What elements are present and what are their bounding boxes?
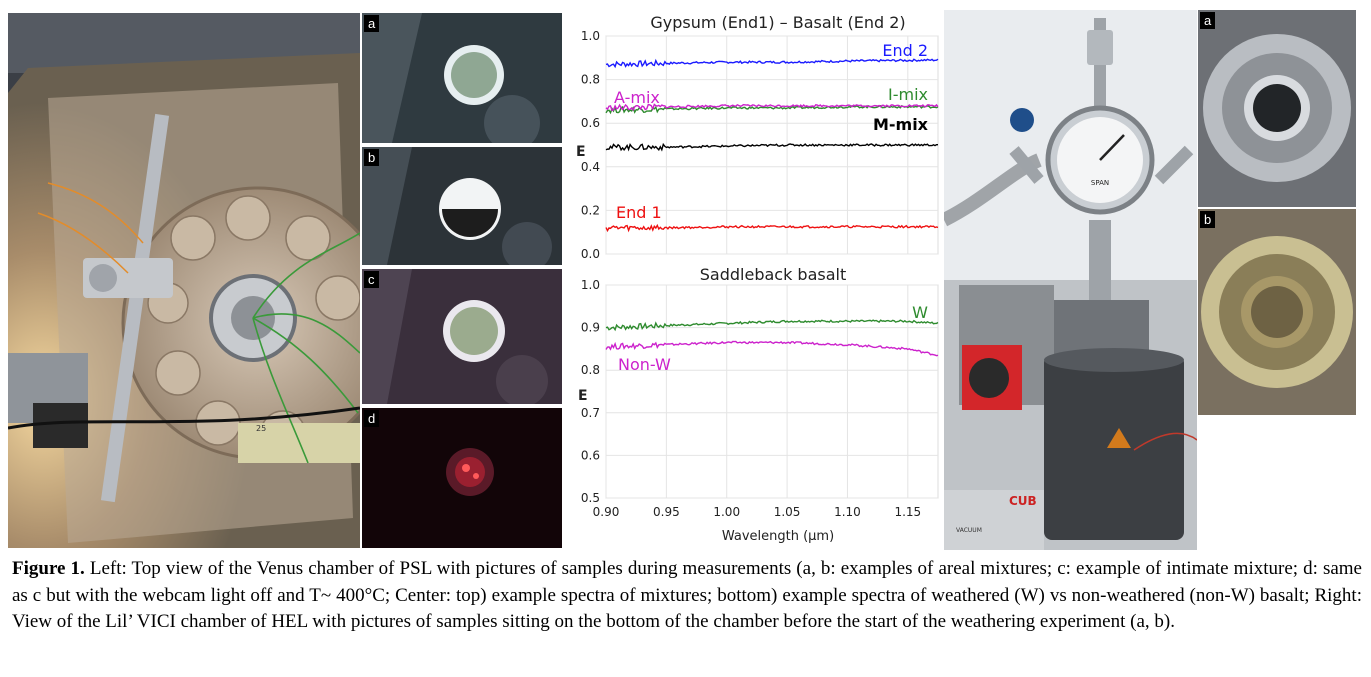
spectra-charts: Gypsum (End1) – Basalt (End 2) 0.0 0.2 0.4… — [566, 8, 940, 548]
chart1-lines — [605, 58, 939, 233]
series-label-i-mix: I-mix — [888, 85, 928, 104]
chamber-sample-photo-a: a — [1198, 10, 1356, 207]
chamber-photo-label-b: b — [1200, 211, 1216, 228]
sample-photo-c-illustration — [362, 269, 562, 404]
photo-label-b: b — [364, 149, 380, 166]
chart2-yticks: 0.5 0.6 0.7 0.8 0.9 1.0 — [581, 278, 600, 505]
vacuum-label: VACUUM — [956, 527, 982, 534]
chart1-grid — [605, 35, 939, 255]
c2-xtick-label: 0.95 — [653, 505, 680, 519]
chart1-series-labels: End 2 I-mix A-mix M-mix End 1 — [614, 41, 929, 222]
chart1-yticks: 0.0 0.2 0.4 0.6 0.8 1.0 — [581, 29, 600, 261]
c1-ytick-label: 0.8 — [581, 73, 600, 87]
c2-ytick-label: 0.6 — [581, 448, 600, 462]
c1-ytick-label: 0.4 — [581, 160, 600, 174]
caption-text: Left: Top view of the Venus chamber of P… — [12, 558, 1362, 632]
figure-caption: Figure 1. Left: Top view of the Venus ch… — [12, 556, 1362, 636]
c1-ytick-label: 0.2 — [581, 203, 600, 217]
venus-chamber-photo: 25 — [8, 13, 360, 548]
c2-ytick-label: 0.7 — [581, 406, 600, 420]
series-label-end-2: End 2 — [882, 41, 928, 60]
c2-ytick-label: 0.9 — [581, 321, 600, 335]
series-label-w: W — [912, 303, 928, 322]
c2-ytick-label: 1.0 — [581, 278, 600, 292]
sample-photo-d-illustration — [362, 408, 562, 548]
series-line-end-1 — [605, 223, 939, 233]
venus-chamber-illustration: 25 — [8, 13, 360, 548]
vici-chamber-illustration: SPAN CUB VACUUM — [944, 10, 1197, 550]
series-line-non-w — [605, 340, 939, 357]
gauge-label: SPAN — [1091, 179, 1109, 187]
c2-xtick-label: 1.05 — [774, 505, 801, 519]
series-label-a-mix: A-mix — [614, 88, 660, 107]
c2-xtick-label: 1.00 — [713, 505, 740, 519]
vici-chamber-photo: SPAN CUB VACUUM — [944, 10, 1197, 550]
chart2-xticks: 0.90 0.95 1.00 1.05 1.10 1.15 — [593, 505, 922, 519]
sample-photo-c: c — [362, 269, 562, 404]
c2-ytick-label: 0.8 — [581, 363, 600, 377]
c2-xtick-label: 1.10 — [834, 505, 861, 519]
sample-photo-b: b — [362, 147, 562, 265]
c2-ytick-label: 0.5 — [581, 491, 600, 505]
chart1-ylabel: E — [576, 144, 586, 160]
photo-label-d: d — [364, 410, 380, 427]
series-label-non-w: Non-W — [618, 355, 671, 374]
chamber-sample-photo-a-illustration — [1198, 10, 1356, 207]
series-line-m-mix — [605, 142, 938, 152]
sample-photo-a-illustration — [362, 13, 562, 143]
c1-ytick-label: 0.0 — [581, 247, 600, 261]
chart2-xlabel: Wavelength (μm) — [722, 529, 834, 544]
chart2-title: Saddleback basalt — [700, 265, 847, 284]
sample-photo-a: a — [362, 13, 562, 143]
brand-label: CUB — [1009, 494, 1037, 508]
c2-xtick-label: 1.15 — [894, 505, 921, 519]
terminal-label: 25 — [256, 424, 266, 433]
chamber-sample-photo-b: b — [1198, 209, 1356, 415]
chamber-sample-photo-b-illustration — [1198, 209, 1356, 415]
sample-photo-d: d — [362, 408, 562, 548]
c2-frame — [605, 284, 939, 499]
sample-photo-b-illustration — [362, 147, 562, 265]
spectra-chart-svg: Gypsum (End1) – Basalt (End 2) 0.0 0.2 0.4… — [576, 13, 939, 544]
c1-ytick-label: 1.0 — [581, 29, 600, 43]
chart1-title: Gypsum (End1) – Basalt (End 2) — [650, 13, 905, 32]
chart2-ylabel: E — [578, 388, 588, 404]
series-line-end-2 — [605, 58, 939, 69]
series-label-m-mix: M-mix — [873, 115, 929, 134]
series-line-w — [605, 319, 939, 332]
c1-ytick-label: 0.6 — [581, 116, 600, 130]
chart2-grid — [605, 284, 939, 499]
c2-xtick-label: 0.90 — [593, 505, 620, 519]
series-label-end-1: End 1 — [616, 203, 662, 222]
chart2-series-labels: W Non-W — [618, 303, 928, 374]
photo-label-a: a — [364, 15, 380, 32]
chamber-photo-label-a: a — [1200, 12, 1216, 29]
series-line-i-mix — [605, 104, 939, 115]
chart2-lines — [605, 319, 939, 357]
series-line-a-mix — [605, 103, 939, 112]
caption-figure-number: Figure 1. — [12, 558, 85, 579]
photo-label-c: c — [364, 271, 379, 288]
